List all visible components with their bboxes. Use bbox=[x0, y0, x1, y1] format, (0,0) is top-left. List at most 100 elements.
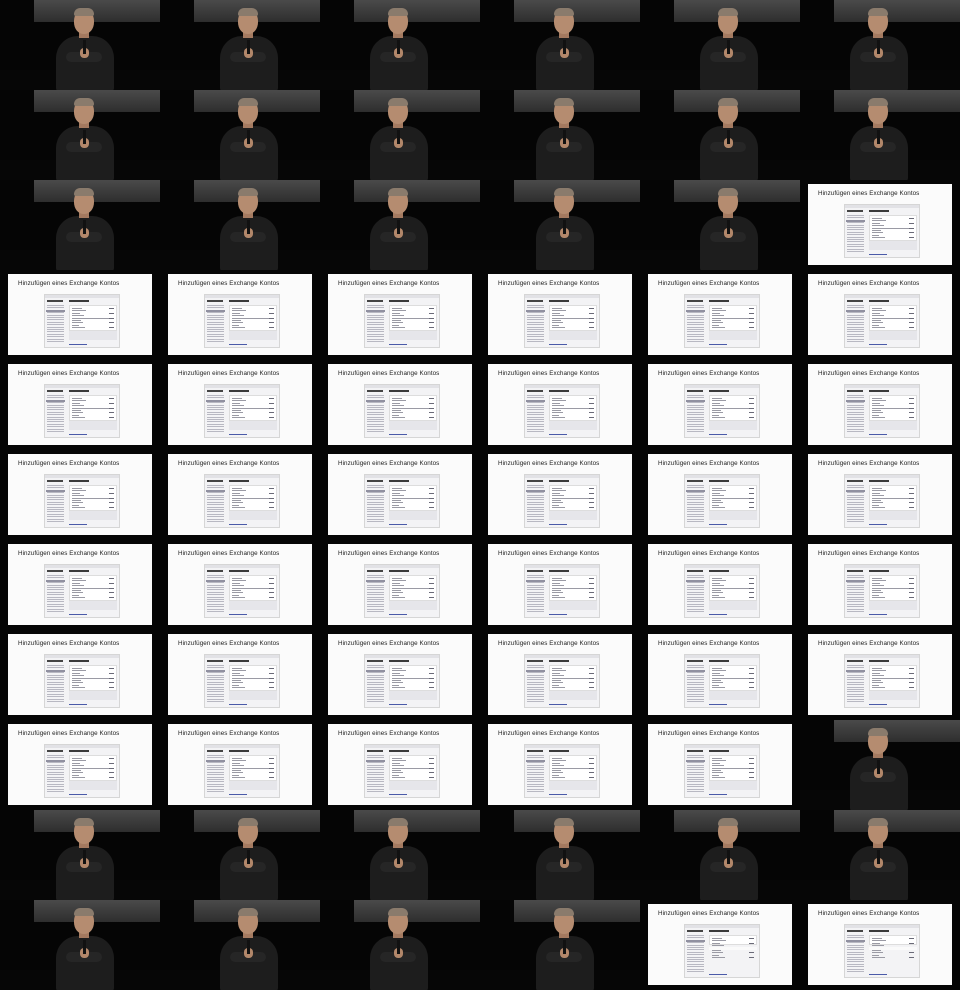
speaker-frame bbox=[640, 810, 800, 900]
screenshot-sidebar bbox=[45, 395, 67, 437]
speaker-frame bbox=[0, 810, 160, 900]
screenshot-sidebar bbox=[525, 305, 547, 347]
slide-screenshot bbox=[204, 384, 280, 438]
slide-screenshot bbox=[844, 384, 920, 438]
stage-light bbox=[354, 180, 480, 202]
slide-screenshot bbox=[684, 294, 760, 348]
screenshot-panel bbox=[869, 665, 917, 691]
slide-screenshot bbox=[844, 654, 920, 708]
stage-light bbox=[34, 0, 160, 22]
screenshot-sidebar bbox=[845, 305, 867, 347]
slide-screenshot bbox=[44, 384, 120, 438]
slide-title: Hinzufügen eines Exchange Kontos bbox=[178, 460, 280, 467]
screenshot-sidebar bbox=[685, 305, 707, 347]
speaker-frame bbox=[320, 180, 480, 270]
slide: Hinzufügen eines Exchange Kontos bbox=[648, 724, 792, 805]
slide: Hinzufügen eines Exchange Kontos bbox=[808, 274, 952, 355]
slide: Hinzufügen eines Exchange Kontos bbox=[808, 184, 952, 265]
screenshot-panel bbox=[69, 575, 117, 601]
speaker-frame bbox=[800, 90, 960, 180]
screenshot-panel bbox=[549, 485, 597, 511]
screenshot-panel bbox=[869, 395, 917, 421]
screenshot-sidebar bbox=[845, 395, 867, 437]
screenshot-panel bbox=[389, 305, 437, 331]
screenshot-panel bbox=[549, 305, 597, 331]
slide-title: Hinzufügen eines Exchange Kontos bbox=[658, 460, 760, 467]
slide: Hinzufügen eines Exchange Kontos bbox=[168, 634, 312, 715]
screenshot-sidebar bbox=[525, 395, 547, 437]
slide-frame: Hinzufügen eines Exchange Kontos bbox=[640, 540, 800, 630]
slide-screenshot bbox=[844, 204, 920, 258]
screenshot-sidebar bbox=[45, 665, 67, 707]
slide-frame: Hinzufügen eines Exchange Kontos bbox=[0, 360, 160, 450]
screenshot-sidebar bbox=[845, 935, 867, 977]
stage-light bbox=[514, 180, 640, 202]
speaker-frame bbox=[640, 90, 800, 180]
speaker-figure bbox=[532, 8, 598, 90]
slide-frame: Hinzufügen eines Exchange Kontos bbox=[800, 180, 960, 270]
speaker-frame bbox=[320, 810, 480, 900]
slide-frame: Hinzufügen eines Exchange Kontos bbox=[160, 720, 320, 810]
screenshot-panel bbox=[709, 935, 757, 958]
screenshot-sidebar bbox=[365, 755, 387, 797]
slide: Hinzufügen eines Exchange Kontos bbox=[488, 544, 632, 625]
slide-screenshot bbox=[844, 474, 920, 528]
speaker-figure bbox=[216, 98, 282, 180]
speaker-figure bbox=[52, 818, 118, 900]
speaker-frame bbox=[800, 720, 960, 810]
speaker-figure bbox=[366, 188, 432, 270]
slide-frame: Hinzufügen eines Exchange Kontos bbox=[640, 900, 800, 990]
slide-screenshot bbox=[364, 474, 440, 528]
slide-title: Hinzufügen eines Exchange Kontos bbox=[178, 370, 280, 377]
slide: Hinzufügen eines Exchange Kontos bbox=[328, 634, 472, 715]
speaker-frame bbox=[0, 900, 160, 990]
slide-frame: Hinzufügen eines Exchange Kontos bbox=[480, 270, 640, 360]
slide-title: Hinzufügen eines Exchange Kontos bbox=[178, 550, 280, 557]
speaker-frame bbox=[160, 180, 320, 270]
slide-frame: Hinzufügen eines Exchange Kontos bbox=[0, 450, 160, 540]
speaker-frame bbox=[640, 0, 800, 90]
slide-frame: Hinzufügen eines Exchange Kontos bbox=[640, 270, 800, 360]
screenshot-panel bbox=[389, 395, 437, 421]
speaker-figure bbox=[532, 98, 598, 180]
screenshot-sidebar bbox=[685, 485, 707, 527]
stage-light bbox=[834, 0, 960, 22]
slide-screenshot bbox=[684, 744, 760, 798]
screenshot-panel bbox=[709, 305, 757, 331]
slide: Hinzufügen eines Exchange Kontos bbox=[808, 364, 952, 445]
slide-title: Hinzufügen eines Exchange Kontos bbox=[338, 280, 440, 287]
slide-title: Hinzufügen eines Exchange Kontos bbox=[818, 550, 920, 557]
speaker-frame bbox=[800, 810, 960, 900]
slide: Hinzufügen eines Exchange Kontos bbox=[808, 904, 952, 985]
slide-screenshot bbox=[684, 384, 760, 438]
screenshot-panel bbox=[389, 665, 437, 691]
slide-frame: Hinzufügen eines Exchange Kontos bbox=[320, 630, 480, 720]
screenshot-panel bbox=[69, 665, 117, 691]
slide-title: Hinzufügen eines Exchange Kontos bbox=[658, 370, 760, 377]
speaker-figure bbox=[216, 188, 282, 270]
screenshot-sidebar bbox=[205, 575, 227, 617]
speaker-figure bbox=[52, 908, 118, 990]
stage-light bbox=[354, 900, 480, 922]
screenshot-panel bbox=[709, 575, 757, 601]
slide-title: Hinzufügen eines Exchange Kontos bbox=[18, 370, 120, 377]
screenshot-sidebar bbox=[525, 485, 547, 527]
screenshot-panel bbox=[229, 395, 277, 421]
stage-light bbox=[834, 90, 960, 112]
screenshot-sidebar bbox=[205, 665, 227, 707]
speaker-figure bbox=[216, 8, 282, 90]
speaker-frame bbox=[480, 90, 640, 180]
slide-frame: Hinzufügen eines Exchange Kontos bbox=[800, 450, 960, 540]
stage-light bbox=[354, 0, 480, 22]
screenshot-sidebar bbox=[205, 305, 227, 347]
speaker-frame bbox=[0, 0, 160, 90]
slide-title: Hinzufügen eines Exchange Kontos bbox=[18, 550, 120, 557]
slide-frame: Hinzufügen eines Exchange Kontos bbox=[480, 450, 640, 540]
slide: Hinzufügen eines Exchange Kontos bbox=[648, 904, 792, 985]
speaker-figure bbox=[366, 8, 432, 90]
speaker-figure bbox=[52, 188, 118, 270]
slide-title: Hinzufügen eines Exchange Kontos bbox=[658, 910, 760, 917]
slide: Hinzufügen eines Exchange Kontos bbox=[648, 634, 792, 715]
slide: Hinzufügen eines Exchange Kontos bbox=[328, 454, 472, 535]
slide-screenshot bbox=[44, 474, 120, 528]
